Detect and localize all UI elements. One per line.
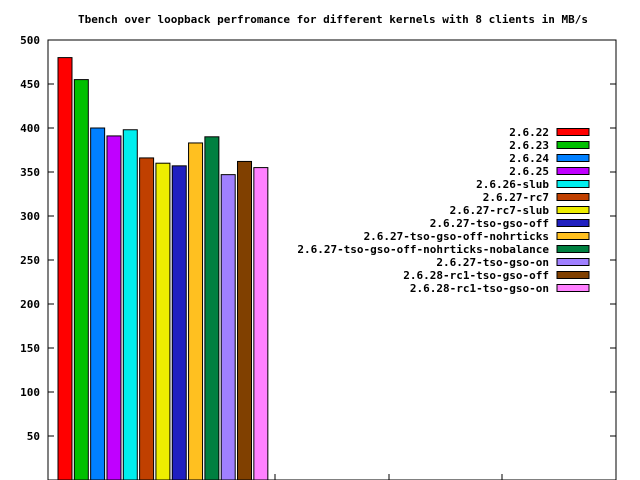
y-tick-label: 50 — [27, 430, 40, 443]
legend-label: 2.6.27-rc7-slub — [450, 204, 550, 217]
legend-swatch — [556, 141, 590, 149]
y-tick-label: 200 — [20, 298, 40, 311]
bar-2.6.26-slub — [122, 129, 138, 480]
legend-swatch — [556, 258, 590, 266]
legend-label: 2.6.27-tso-gso-off-nohrticks-nobalance — [297, 243, 549, 256]
bar-2.6.27-tso-gso-on — [220, 174, 236, 480]
bar-2.6.27-tso-gso-off-nohrticks — [188, 142, 204, 480]
legend-label: 2.6.27-tso-gso-off-nohrticks — [364, 230, 549, 243]
legend-swatch — [556, 245, 590, 253]
y-tick-label: 100 — [20, 386, 40, 399]
y-tick-label: 450 — [20, 78, 40, 91]
legend-swatch — [556, 271, 590, 279]
legend-label: 2.6.22 — [509, 126, 549, 139]
bar-2.6.22 — [57, 57, 73, 480]
legend-label: 2.6.24 — [509, 152, 549, 165]
legend-swatch — [556, 232, 590, 240]
legend-swatch — [556, 128, 590, 136]
legend-swatch — [556, 193, 590, 201]
legend-label: 2.6.27-tso-gso-on — [436, 256, 549, 269]
bar-2.6.27-rc7-slub — [155, 162, 171, 480]
legend-swatch — [556, 219, 590, 227]
legend-swatch — [556, 180, 590, 188]
legend-label: 2.6.28-rc1-tso-gso-off — [403, 269, 549, 282]
legend: 2.6.222.6.232.6.242.6.252.6.26-slub2.6.2… — [297, 126, 590, 295]
y-tick-label: 300 — [20, 210, 40, 223]
legend-swatch — [556, 167, 590, 175]
bar-2.6.24 — [90, 127, 106, 480]
y-tick-label: 400 — [20, 122, 40, 135]
y-tick-label: 150 — [20, 342, 40, 355]
bar-2.6.27-tso-gso-off-nohrticks-nobalance — [204, 136, 220, 480]
bar-2.6.28-rc1-tso-gso-off — [237, 160, 253, 480]
bar-2.6.25 — [106, 135, 122, 480]
legend-label: 2.6.27-tso-gso-off — [430, 217, 549, 230]
legend-label: 2.6.27-rc7 — [483, 191, 549, 204]
bar-2.6.28-rc1-tso-gso-on — [253, 167, 269, 480]
y-tick-label: 350 — [20, 166, 40, 179]
legend-label: 2.6.23 — [509, 139, 549, 152]
legend-label: 2.6.28-rc1-tso-gso-on — [410, 282, 549, 295]
y-tick-label: 250 — [20, 254, 40, 267]
legend-swatch — [556, 206, 590, 214]
bar-group — [57, 57, 269, 480]
chart-title: Tbench over loopback perfromance for dif… — [78, 13, 588, 26]
legend-label: 2.6.25 — [509, 165, 549, 178]
legend-label: 2.6.26-slub — [476, 178, 549, 191]
bar-2.6.27-rc7 — [139, 157, 155, 480]
legend-swatch — [556, 284, 590, 292]
y-tick-label: 500 — [20, 34, 40, 47]
y-axis: 50 100 150 200 250 300 350 400 450 500 — [20, 34, 616, 443]
bar-2.6.27-tso-gso-off — [171, 165, 187, 480]
legend-swatch — [556, 154, 590, 162]
bar-2.6.23 — [73, 79, 89, 480]
